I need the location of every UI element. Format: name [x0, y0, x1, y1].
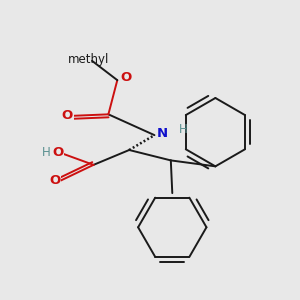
Text: O: O: [120, 71, 131, 84]
Text: methyl: methyl: [68, 53, 109, 66]
Text: N: N: [156, 127, 167, 140]
Text: O: O: [50, 174, 61, 187]
Text: H: H: [179, 123, 188, 136]
Text: O: O: [52, 146, 64, 159]
Text: H: H: [42, 146, 51, 159]
Text: O: O: [62, 109, 73, 122]
